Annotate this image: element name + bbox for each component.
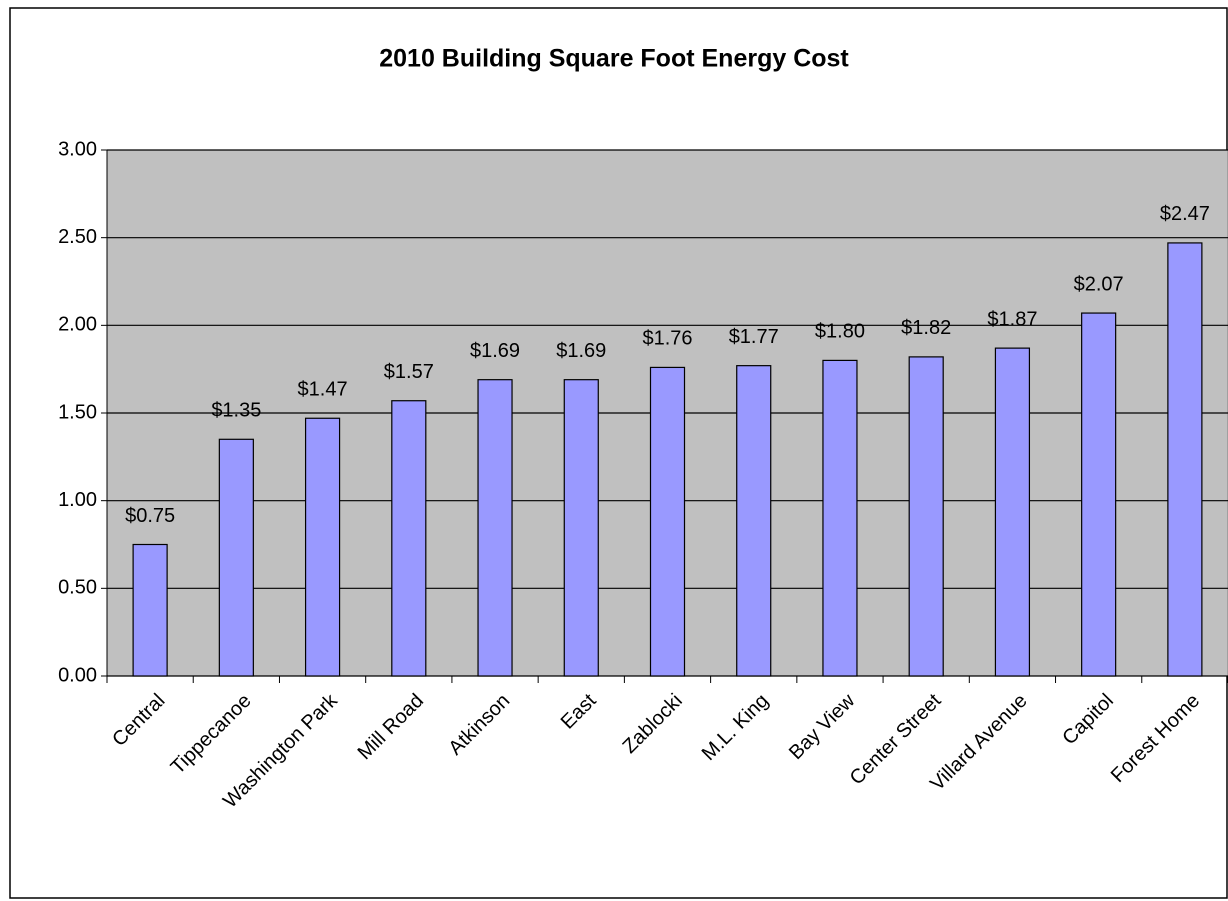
value-label: $2.47 [1160,203,1210,225]
value-label: $1.69 [556,340,606,362]
value-label: $1.76 [642,328,692,350]
bar [563,379,599,677]
value-label: $1.82 [901,317,951,339]
y-tick-label: 1.00 [58,489,97,511]
bar [391,400,427,677]
bar [218,438,254,677]
bar [477,379,513,677]
y-tick-label: 2.00 [58,314,97,336]
bar [822,359,858,677]
value-label: $1.87 [987,308,1037,330]
value-label: $1.57 [384,361,434,383]
bar [649,366,686,677]
bar [908,356,944,677]
bar [1081,312,1117,677]
y-tick-label: 3.00 [58,138,97,160]
y-tick-label: 1.50 [58,401,97,423]
value-label: $1.35 [211,400,261,422]
value-label: $1.47 [298,379,348,401]
y-tick-label: 2.50 [58,226,97,248]
value-label: $2.07 [1074,273,1124,295]
chart-title: 2010 Building Square Foot Energy Cost [379,45,849,73]
bar [132,543,168,677]
value-label: $1.80 [815,321,865,343]
y-tick-label: 0.00 [58,664,97,686]
bar [994,347,1031,677]
value-label: $1.69 [470,340,520,362]
value-label: $1.77 [729,326,779,348]
y-tick-label: 0.50 [58,577,97,599]
bar [304,417,341,677]
bar [736,365,772,677]
value-label: $0.75 [125,505,175,527]
bar [1167,242,1203,677]
